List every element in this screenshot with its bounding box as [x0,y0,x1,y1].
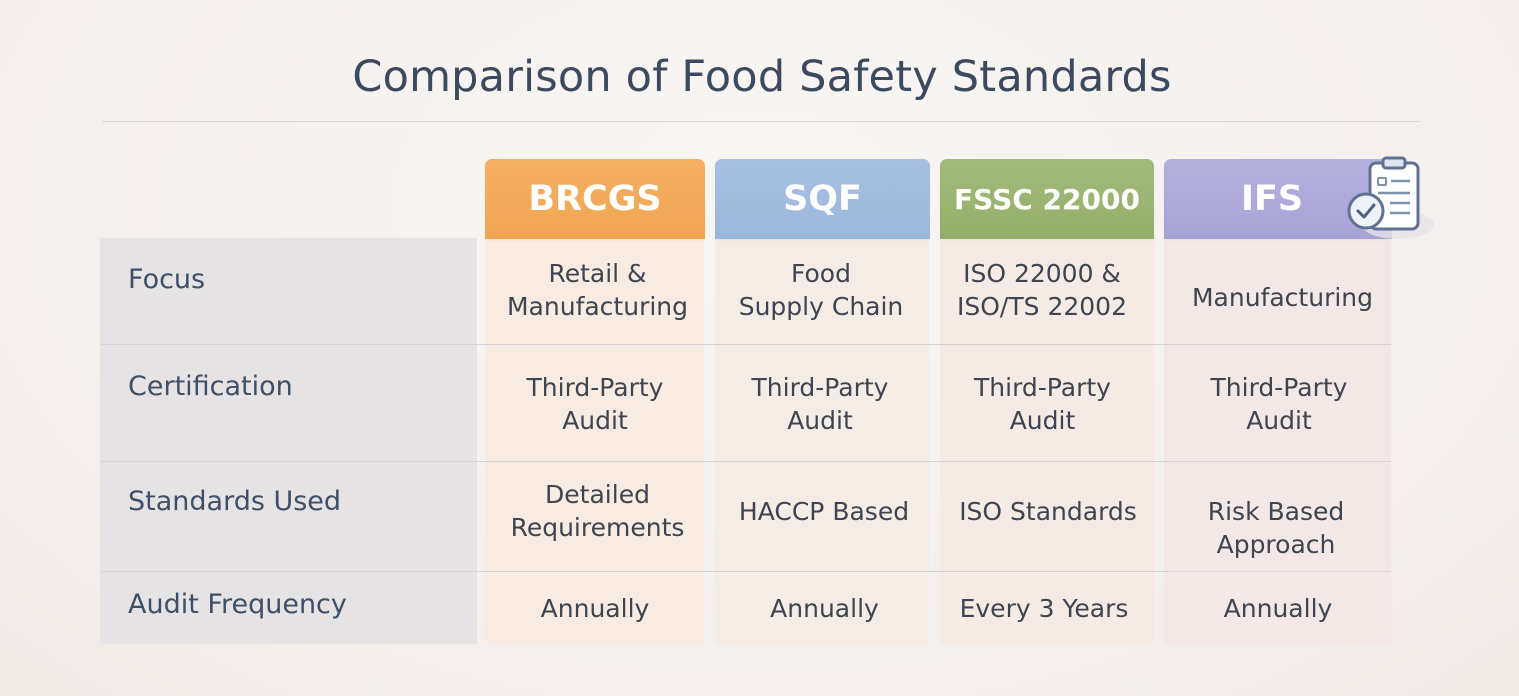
page-title: Comparison of Food Safety Standards [352,52,1172,102]
cell-focus-ifs: Manufacturing [1191,282,1374,312]
cell-certification-brcgs: Third-Party Audit [526,373,664,435]
cell-certification-sqf: Third-Party Audit [751,373,889,435]
title-divider [102,121,1420,122]
column-body-sqf [715,239,929,644]
cell-certification-ifs: Third-Party Audit [1210,373,1348,435]
cell-frequency-fssc: Every 3 Years [959,593,1129,623]
cell-standards-ifs: Risk Based Approach [1207,497,1345,559]
row-label-column [100,238,477,644]
row-label-audit-frequency: Audit Frequency [128,589,347,620]
row-label-certification: Certification [128,371,293,402]
column-header-fssc: FSSC 22000 [940,159,1154,239]
cell-standards-brcgs: Detailed Requirements [510,480,685,542]
row-divider [100,344,1391,345]
column-header-sqf: SQF [715,159,930,239]
column-body-brcgs [485,239,704,644]
cell-focus-sqf: Food Supply Chain [738,259,904,321]
column-body-fssc [940,239,1154,644]
column-body-ifs [1164,239,1391,644]
cell-focus-fssc: ISO 22000 & ISO/TS 22002 [957,259,1127,321]
row-divider [100,461,1391,462]
cell-certification-fssc: Third-Party Audit [974,373,1111,435]
cell-frequency-brcgs: Annually [540,593,650,623]
clipboard-check-icon [1347,156,1434,239]
cell-frequency-ifs: Annually [1223,593,1333,623]
cell-focus-brcgs: Retail & Manufacturing [506,259,689,321]
cell-standards-sqf: HACCP Based [738,496,910,526]
row-label-focus: Focus [128,264,206,295]
row-divider [100,571,1391,572]
cell-frequency-sqf: Annually [770,593,879,623]
row-label-standards-used: Standards Used [128,486,342,517]
column-header-brcgs: BRCGS [485,159,705,239]
cell-standards-fssc: ISO Standards [959,496,1137,526]
